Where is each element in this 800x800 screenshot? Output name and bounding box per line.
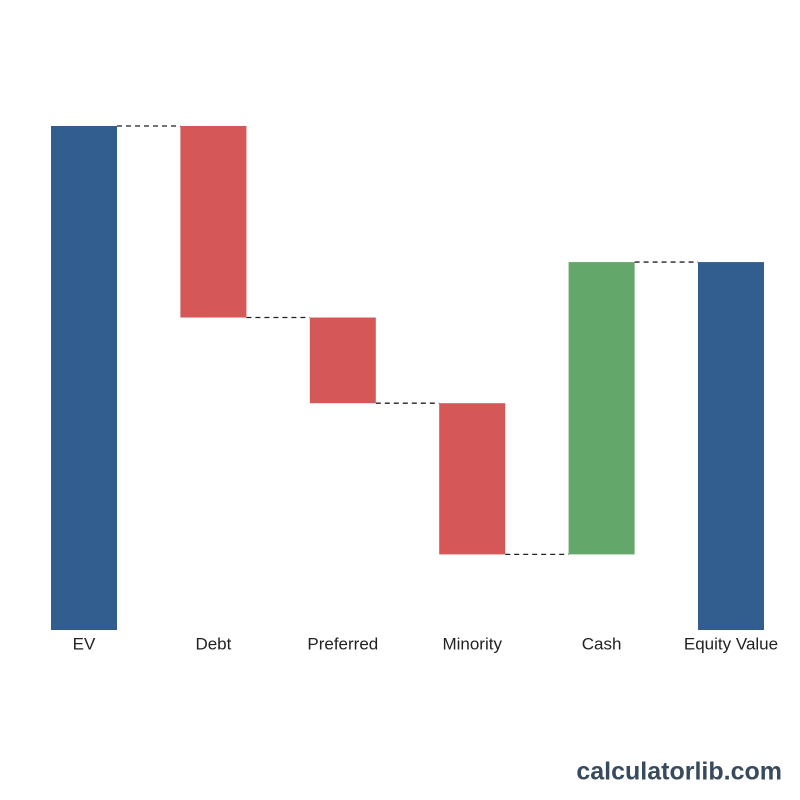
bar — [180, 126, 247, 318]
x-tick-label: EV — [73, 634, 96, 653]
watermark: calculatorlib.com — [576, 758, 782, 786]
bar — [698, 262, 764, 630]
x-tick-label: Preferred — [307, 634, 378, 653]
bar — [309, 317, 376, 404]
x-tick-label: Debt — [195, 634, 231, 653]
x-tick-label: Cash — [582, 634, 622, 653]
x-tick-label: Minority — [442, 634, 502, 653]
bar — [51, 126, 117, 630]
bar — [439, 403, 506, 555]
x-tick-label: Equity Value — [684, 634, 778, 653]
bar — [568, 262, 635, 555]
